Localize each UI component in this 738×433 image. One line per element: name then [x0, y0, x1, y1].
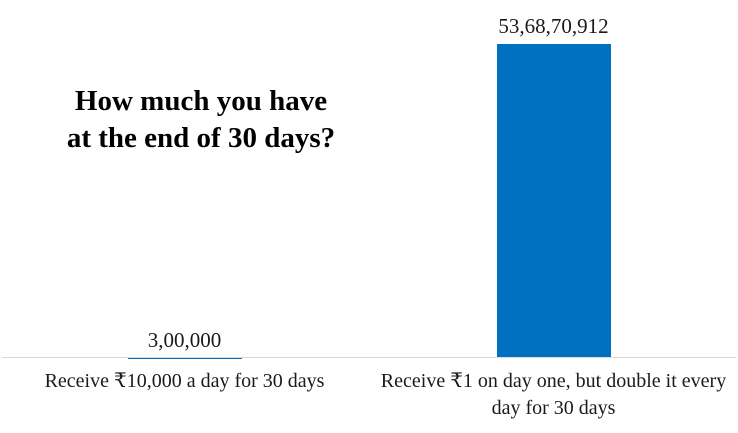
- category-label-doubling-rupee: Receive ₹1 on day one, but double it eve…: [380, 370, 727, 419]
- category-label-daily-10000: Receive ₹10,000 a day for 30 days: [44, 370, 325, 392]
- data-label-doubling-rupee: 53,68,70,912: [498, 13, 609, 38]
- x-axis-line: [2, 357, 736, 358]
- data-label-daily-10000: 3,00,000: [147, 327, 222, 352]
- chart-title-line-2: at the end of 30 days?: [66, 121, 336, 154]
- category-axis: Receive ₹10,000 a day for 30 days Receiv…: [0, 368, 738, 422]
- bar-slot-doubling-rupee: 53,68,70,912: [369, 14, 738, 358]
- chart-title-line-1: How much you have: [74, 85, 328, 117]
- bar-doubling-rupee: [496, 44, 611, 358]
- chart-title: How much you have at the end of 30 days?: [36, 83, 366, 157]
- bar-slot-daily-10000: 3,00,000: [0, 44, 369, 358]
- plot-area: 3,00,000 53,68,70,912: [0, 14, 738, 358]
